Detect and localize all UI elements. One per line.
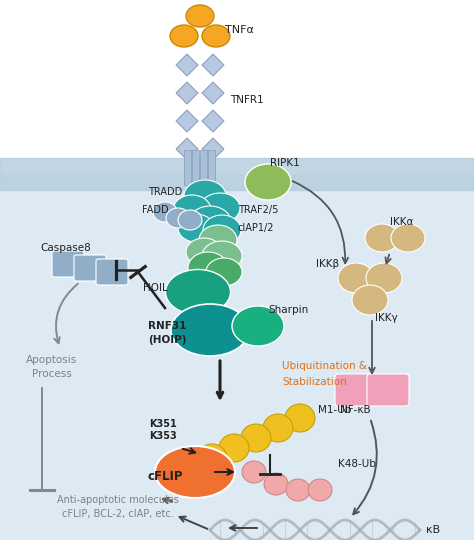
Ellipse shape — [189, 206, 231, 238]
FancyBboxPatch shape — [96, 259, 128, 285]
Ellipse shape — [391, 224, 425, 252]
Polygon shape — [202, 82, 224, 104]
Polygon shape — [202, 54, 224, 76]
Text: IKKα: IKKα — [390, 217, 413, 227]
Ellipse shape — [178, 214, 214, 242]
Polygon shape — [176, 82, 198, 104]
Ellipse shape — [200, 193, 240, 223]
Ellipse shape — [308, 479, 332, 501]
Ellipse shape — [188, 252, 228, 284]
FancyBboxPatch shape — [52, 251, 84, 277]
Bar — [209, 150, 216, 185]
Ellipse shape — [171, 304, 249, 356]
Text: HOIL: HOIL — [143, 283, 168, 293]
Ellipse shape — [242, 461, 266, 483]
Ellipse shape — [264, 473, 288, 495]
Polygon shape — [202, 110, 224, 132]
Text: K48-Ub: K48-Ub — [338, 459, 376, 469]
Ellipse shape — [263, 414, 293, 442]
Text: cFLIP: cFLIP — [148, 469, 183, 483]
Ellipse shape — [202, 241, 242, 271]
Text: M1-Ub: M1-Ub — [318, 405, 351, 415]
Ellipse shape — [206, 258, 242, 286]
Polygon shape — [202, 138, 224, 160]
FancyBboxPatch shape — [74, 255, 106, 281]
Bar — [0, 158, 474, 190]
Text: RIPK1: RIPK1 — [270, 158, 300, 168]
Text: Apoptosis: Apoptosis — [27, 355, 78, 365]
Ellipse shape — [166, 208, 190, 228]
Ellipse shape — [186, 5, 214, 27]
Ellipse shape — [245, 164, 291, 200]
Ellipse shape — [203, 215, 241, 245]
Text: cFLIP, BCL-2, cIAP, etc.: cFLIP, BCL-2, cIAP, etc. — [62, 509, 174, 519]
Text: Process: Process — [32, 369, 72, 379]
Ellipse shape — [232, 306, 284, 346]
Text: TRAF2/5: TRAF2/5 — [238, 205, 278, 215]
Ellipse shape — [153, 202, 177, 222]
Bar — [0, 0, 474, 175]
Ellipse shape — [219, 434, 249, 462]
Ellipse shape — [184, 180, 226, 212]
FancyBboxPatch shape — [335, 374, 377, 406]
Text: FADD: FADD — [142, 205, 169, 215]
Bar — [192, 150, 200, 185]
Ellipse shape — [178, 210, 202, 230]
Ellipse shape — [338, 263, 374, 293]
Polygon shape — [176, 54, 198, 76]
Ellipse shape — [155, 446, 235, 498]
Text: Anti-apoptotic molecules: Anti-apoptotic molecules — [57, 495, 179, 505]
Ellipse shape — [366, 263, 402, 293]
Text: Caspase8: Caspase8 — [40, 243, 91, 253]
Text: RNF31: RNF31 — [148, 321, 186, 331]
Ellipse shape — [352, 285, 388, 315]
Ellipse shape — [286, 479, 310, 501]
Text: Stabilization: Stabilization — [282, 377, 347, 387]
Ellipse shape — [202, 25, 230, 47]
Bar — [184, 150, 191, 185]
Polygon shape — [176, 110, 198, 132]
Ellipse shape — [186, 238, 222, 266]
Text: κB: κB — [426, 525, 440, 535]
Text: cIAP1/2: cIAP1/2 — [238, 223, 274, 233]
Ellipse shape — [173, 195, 211, 225]
Bar — [201, 150, 208, 185]
Ellipse shape — [197, 444, 227, 472]
Polygon shape — [176, 138, 198, 160]
Text: IKKγ: IKKγ — [375, 313, 398, 323]
Text: NF-κB: NF-κB — [340, 405, 370, 415]
Ellipse shape — [165, 269, 230, 314]
Ellipse shape — [285, 404, 315, 432]
Text: TNFα: TNFα — [225, 25, 254, 35]
Text: IKKβ: IKKβ — [316, 259, 339, 269]
Text: TNFR1: TNFR1 — [230, 95, 264, 105]
Ellipse shape — [241, 424, 271, 452]
Text: TRADD: TRADD — [148, 187, 182, 197]
Ellipse shape — [199, 225, 237, 255]
Text: Ubiquitination &: Ubiquitination & — [282, 361, 367, 371]
Bar — [0, 175, 474, 540]
Ellipse shape — [365, 224, 399, 252]
Ellipse shape — [170, 25, 198, 47]
Text: K351
K353: K351 K353 — [149, 419, 177, 441]
FancyBboxPatch shape — [367, 374, 409, 406]
Text: (HOIP): (HOIP) — [148, 335, 186, 345]
Text: Sharpin: Sharpin — [268, 305, 308, 315]
